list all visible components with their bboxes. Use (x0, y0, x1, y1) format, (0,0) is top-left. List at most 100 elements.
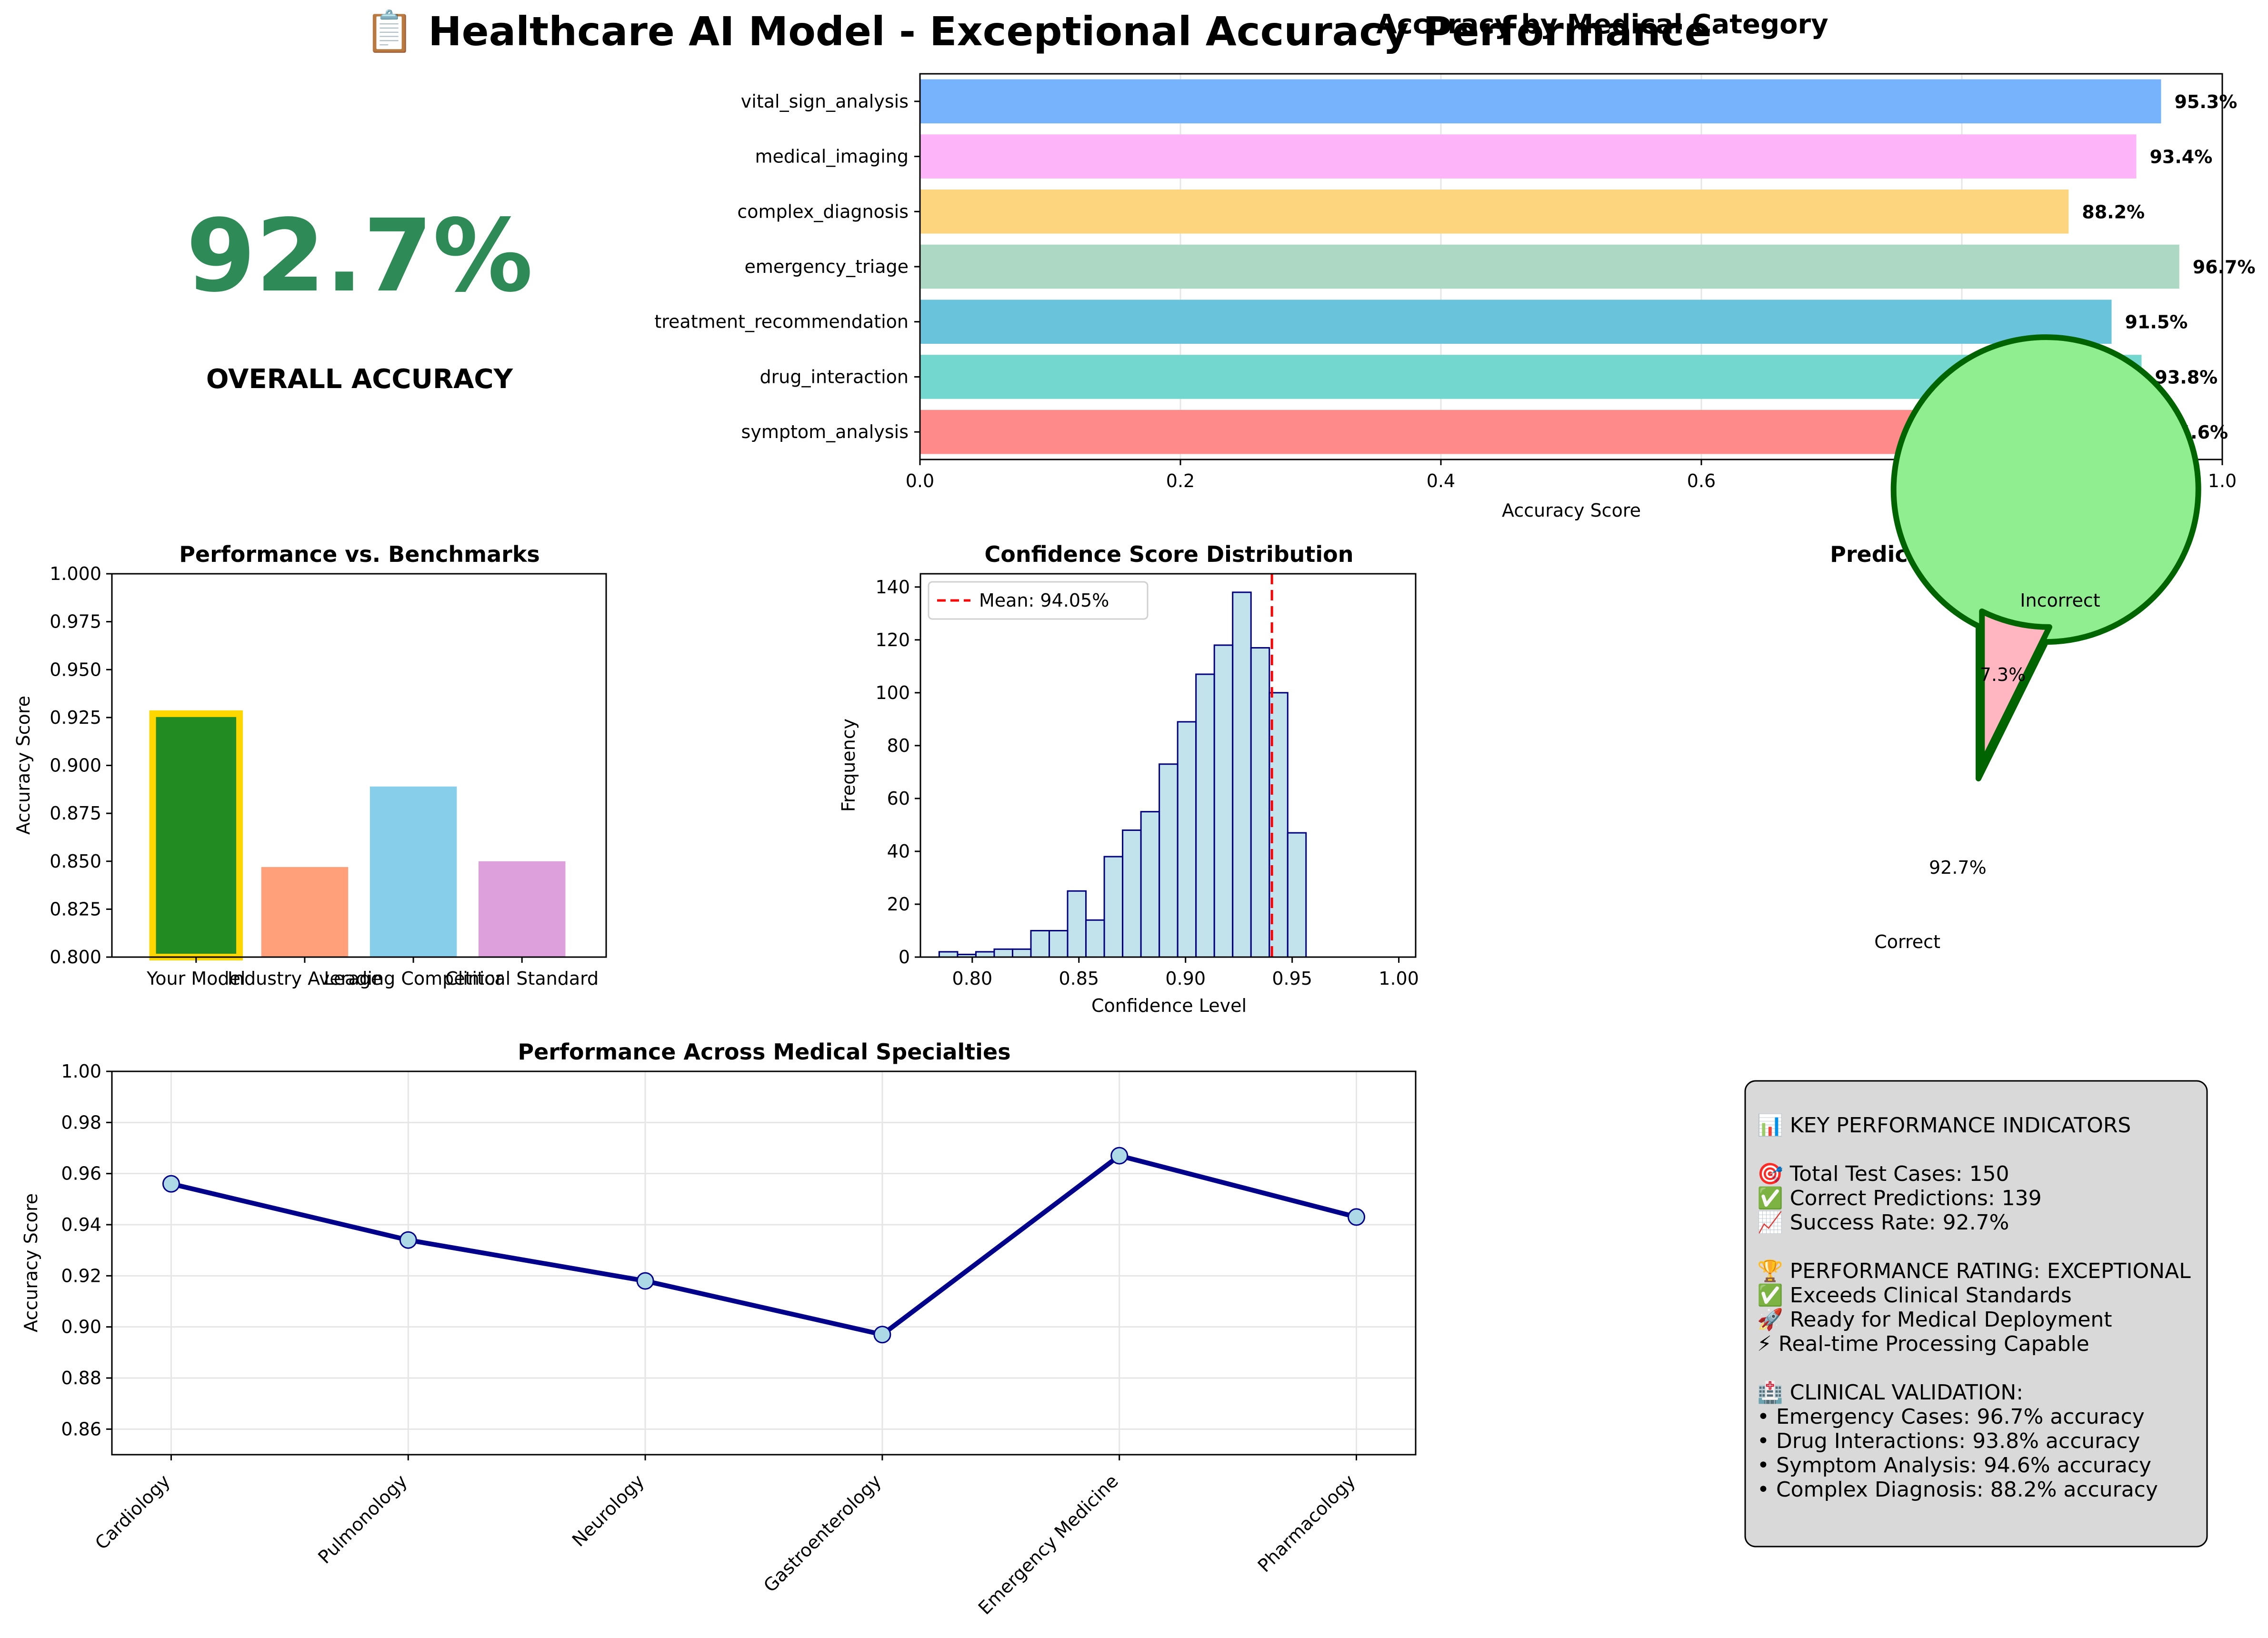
confidence-bar (1030, 929, 1050, 958)
benchmarks-y-tick-label: 1.000 (50, 563, 101, 584)
confidence-bar (1140, 811, 1160, 958)
specialties-line (170, 1153, 1357, 1337)
category-y-tick-labels: symptom_analysis drug_interaction treatmen… (654, 91, 920, 442)
kpi-summary-line: • Emergency Cases: 96.7% accuracy (1757, 1405, 2145, 1429)
success-pie-labels: 92.7% Correct 7.3% Incorrect (1874, 590, 2100, 952)
specialties-marker (636, 1272, 654, 1290)
benchmarks-y-tick-label: 0.875 (50, 803, 101, 824)
category-bar (920, 300, 2112, 344)
success-pie-slices (1890, 334, 2201, 781)
confidence-bar (1122, 829, 1142, 958)
confidence-bar (1085, 919, 1105, 958)
kpi-summary-line: 🎯 Total Test Cases: 150 (1757, 1162, 2009, 1186)
confidence-y-tick-label: 100 (875, 682, 910, 703)
confidence-bar (1250, 647, 1270, 958)
benchmarks-bar (370, 786, 457, 957)
specialties-y-tick-label: 0.90 (61, 1317, 101, 1338)
specialties-y-tick-label: 0.92 (61, 1265, 101, 1286)
benchmarks-y-tick-label: 0.925 (50, 707, 101, 728)
kpi-summary-line: • Complex Diagnosis: 88.2% accuracy (1757, 1478, 2158, 1502)
category-value-label: 91.5% (2125, 312, 2188, 333)
benchmarks-bar (478, 861, 566, 957)
confidence-y-tick-label: 60 (887, 788, 910, 809)
specialties-marker (873, 1326, 891, 1344)
confidence-y-tick-label: 140 (875, 577, 910, 598)
confidence-x-tick-label: 0.95 (1272, 968, 1312, 989)
category-x-tick-label: 0.6 (1687, 470, 1716, 491)
kpi-summary-line: 📊 KEY PERFORMANCE INDICATORS (1757, 1113, 2131, 1138)
category-value-label: 96.7% (2193, 257, 2256, 278)
confidence-bars (938, 591, 1307, 958)
category-plot-frame (919, 73, 2223, 460)
kpi-summary-line: 🏥 CLINICAL VALIDATION: (1757, 1380, 2023, 1405)
specialties-y-tick-label: 0.96 (61, 1163, 101, 1184)
benchmarks-y-tick-label: 0.850 (50, 851, 101, 872)
overall-accuracy-label: OVERALL ACCURACY (206, 364, 514, 395)
category-y-tick-label: vital_sign_analysis (741, 91, 909, 112)
confidence-x-tick-labels: 0.80 0.85 0.90 0.95 1.00 (952, 957, 1419, 989)
benchmarks-bar (261, 867, 349, 957)
benchmarks-x-tick-label: Clinical Standard (445, 968, 599, 989)
success-pie-slice (1979, 608, 2052, 767)
confidence-chart: Confidence Score Distribution 0 20 40 60 80 1… (838, 541, 1419, 1016)
benchmarks-y-tick-label: 0.950 (50, 659, 101, 680)
kpi-summary-line: 📈 Success Rate: 92.7% (1757, 1210, 2009, 1235)
category-value-label: 95.3% (2174, 91, 2237, 112)
category-y-tick-label: symptom_analysis (741, 421, 909, 442)
specialties-y-tick-labels: 0.86 0.88 0.90 0.92 0.94 0.96 0.98 1.00 (61, 1061, 112, 1439)
confidence-bar (1195, 673, 1215, 958)
specialties-marker (399, 1231, 417, 1249)
specialties-markers (162, 1147, 1366, 1344)
benchmarks-y-tick-label: 0.975 (50, 611, 101, 632)
category-bar (920, 134, 2137, 179)
kpi-summary-line: • Drug Interactions: 93.8% accuracy (1757, 1429, 2140, 1453)
confidence-y-tick-label: 120 (875, 629, 910, 650)
success-pie-slice (1890, 334, 2201, 781)
confidence-plot-frame (919, 573, 1417, 958)
specialties-marker (162, 1175, 180, 1193)
confidence-y-axis-label: Frequency (838, 719, 859, 812)
benchmarks-chart: Performance vs. Benchmarks 0.8000.8250.8… (13, 541, 607, 989)
kpi-summary-line (1757, 1138, 1764, 1162)
category-x-tick-label: 0.4 (1427, 470, 1455, 491)
category-chart-title: Accuracy by Medical Category (1376, 9, 1828, 40)
confidence-legend: Mean: 94.05% (928, 581, 1149, 620)
confidence-legend-label: Mean: 94.05% (979, 590, 1109, 611)
kpi-summary-line: • Symptom Analysis: 94.6% accuracy (1757, 1453, 2151, 1478)
category-y-tick-label: treatment_recommendation (654, 311, 909, 332)
kpi-summary-line: ⚡ Real-time Processing Capable (1757, 1332, 2089, 1356)
category-x-tick-label: 0.2 (1166, 470, 1195, 491)
figure-title: 📋 Healthcare AI Model - Exceptional Accu… (364, 8, 1711, 55)
specialties-y-tick-label: 0.86 (61, 1418, 101, 1439)
success-pie-pct-label: 7.3% (1980, 664, 2026, 685)
kpi-summary-line (1757, 1356, 1764, 1380)
confidence-x-tick-label: 1.00 (1379, 968, 1419, 989)
benchmarks-chart-title: Performance vs. Benchmarks (179, 541, 540, 567)
specialties-y-tick-label: 0.94 (61, 1214, 101, 1235)
category-bar (920, 190, 2069, 234)
confidence-bar (1049, 929, 1069, 958)
kpi-summary-line: ✅ Exceeds Clinical Standards (1757, 1283, 2072, 1308)
kpi-summary-background (1744, 1080, 2208, 1548)
benchmarks-y-tick-labels: 0.800 0.825 0.850 0.875 0.900 0.925 0.950 0.975… (50, 563, 112, 968)
specialties-marker (1110, 1147, 1129, 1165)
category-bar (920, 244, 2179, 289)
benchmarks-x-tick-label: Industry Average (228, 968, 382, 989)
confidence-y-tick-label: 0 (899, 947, 910, 968)
confidence-x-tick-label: 0.90 (1165, 968, 1206, 989)
confidence-bar (1067, 890, 1087, 958)
category-y-tick-label: emergency_triage (744, 256, 909, 277)
kpi-summary-text: 📊 KEY PERFORMANCE INDICATORS 🎯 Total Tes… (1757, 1113, 2191, 1502)
category-y-tick-label: medical_imaging (755, 146, 909, 167)
confidence-x-axis-label: Confidence Level (1091, 995, 1247, 1016)
specialties-y-tick-label: 0.98 (61, 1112, 101, 1133)
category-value-label: 93.8% (2155, 367, 2218, 388)
overall-accuracy-value: 92.7% (186, 198, 533, 314)
confidence-y-tick-label: 80 (887, 735, 910, 756)
confidence-y-tick-labels: 0 20 40 60 80 100 120 140 (875, 577, 920, 968)
confidence-bar (993, 948, 1013, 958)
confidence-bar (1011, 948, 1032, 958)
kpi-summary-line (1757, 1235, 1764, 1259)
